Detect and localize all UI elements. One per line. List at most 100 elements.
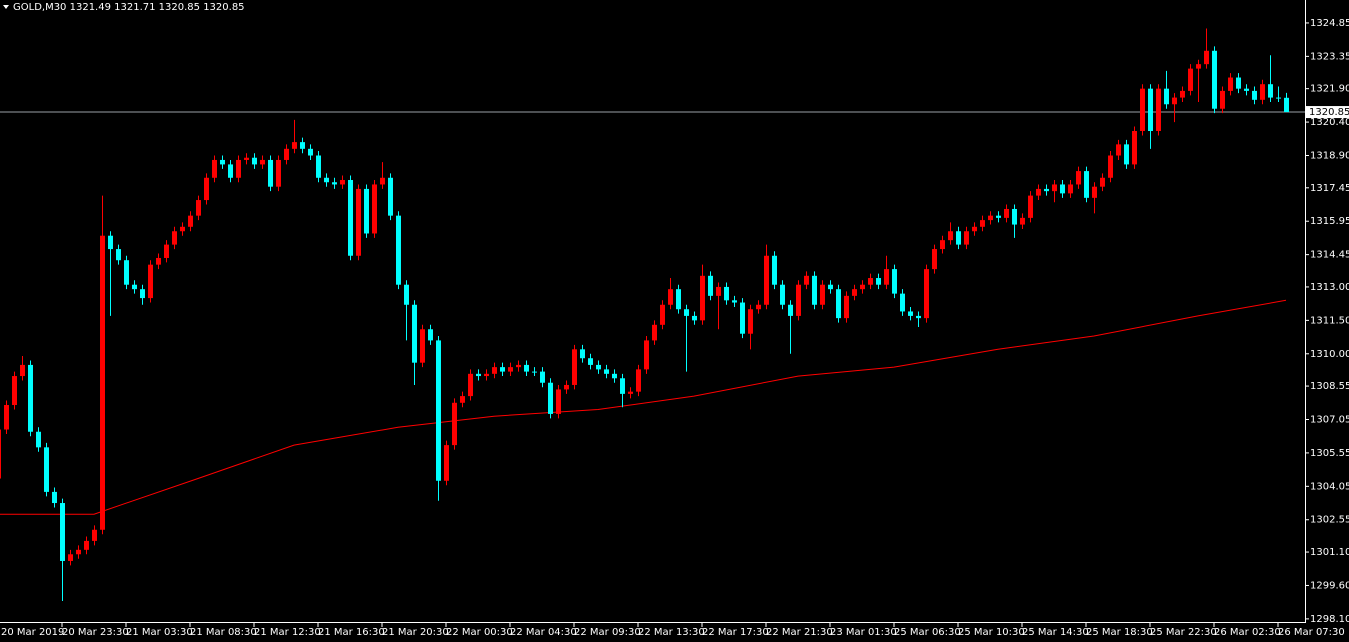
candle-body [164,244,169,258]
candle-body [788,304,793,316]
candle-body [700,275,705,321]
chart-title: GOLD,M30 1321.49 1321.71 1320.85 1320.85 [13,2,245,13]
candle-body [324,177,329,183]
candle-body [708,275,713,296]
candle-body [252,157,257,165]
candle-body [284,148,289,160]
candle-body [1044,188,1049,192]
candle-body [188,215,193,227]
candle-body [372,184,377,234]
candle-body [196,200,201,216]
candle-body [1012,208,1017,225]
candle-body [940,240,945,250]
candle-body [1028,195,1033,218]
candle-body [604,369,609,374]
price-label-box [1306,106,1349,119]
candle-body [532,371,537,373]
candle-body [964,231,969,245]
candle-body [1276,97,1281,99]
candle-body [548,382,553,414]
candle-body [692,315,697,321]
candle-body [748,309,753,334]
candle-body [844,295,849,319]
price-label: 1320.85 [1309,107,1349,118]
candle-body [444,445,449,481]
y-tick-label: 1305.55 [1310,448,1349,459]
y-tick-label: 1311.50 [1310,315,1349,326]
x-tick-label: 25 Mar 10:30 [958,627,1025,638]
candle-body [156,257,161,265]
candle-body [596,364,601,370]
candle-body [84,540,89,550]
plot-area [0,28,1305,602]
candle-body [956,231,961,245]
candle-body [132,284,137,290]
candle-body [60,503,65,561]
x-tick-label: 21 Mar 08:30 [190,627,257,638]
candle-body [452,402,457,446]
x-tick-label: 25 Mar 22:30 [1150,627,1217,638]
candle-body [388,177,393,216]
candle-body [268,159,273,187]
candle-body [612,373,617,379]
y-tick-label: 1298.10 [1310,614,1349,625]
candle-body [1156,88,1161,131]
x-tick-label: 22 Mar 21:30 [766,627,833,638]
candle-body [0,429,1,479]
candle-body [1004,208,1009,218]
candle-body [1092,186,1097,198]
candle-body [28,364,33,432]
candle-body [1084,171,1089,198]
candle-body [716,286,721,296]
moving-average [0,299,1287,515]
candle-body [204,177,209,201]
candle-body [508,367,513,372]
y-tick-label: 1302.55 [1310,515,1349,526]
candle-body [836,289,841,319]
candle-body [108,235,113,250]
candle-body [588,358,593,365]
candle-body [276,159,281,187]
x-tick-label: 22 Mar 13:30 [638,627,705,638]
candle-body [244,157,249,160]
candle-body [140,289,145,299]
candle-body [876,278,881,285]
candle-body [356,188,361,256]
candle-body [1244,88,1249,91]
candle-body [292,142,297,149]
menu-triangle[interactable] [3,5,9,9]
y-tick-label: 1324.85 [1310,18,1349,29]
candle-body [924,269,929,319]
candle-body [772,255,777,285]
candle-body [900,293,905,312]
candle-body [300,142,305,149]
x-tick-label: 20 Mar 23:30 [62,627,129,638]
candle-body [492,367,497,374]
candle-body [396,215,401,285]
candle-body [684,309,689,316]
candle-body [780,284,785,305]
candle-body [20,364,25,377]
candle-body [1068,184,1073,194]
candle-body [668,289,673,305]
candle-body [524,364,529,372]
x-tick-label: 21 Mar 16:30 [318,627,385,638]
x-tick-label: 26 Mar 02:30 [1214,627,1281,638]
y-tick-label: 1299.60 [1310,580,1349,591]
candle-body [348,180,353,256]
x-tick-label: 22 Mar 09:30 [574,627,641,638]
candle-body [756,304,761,310]
y-tick-label: 1323.35 [1310,51,1349,62]
candle-body [124,260,129,285]
candle-body [1236,77,1241,89]
candle-body [972,226,977,232]
candle-body [868,278,873,285]
candle-body [636,369,641,392]
candle-body [1212,50,1217,109]
candle-body [804,275,809,285]
candle-body [412,304,417,363]
candle-body [1132,130,1137,165]
y-tick-label: 1307.05 [1310,414,1349,425]
candle-body [1196,64,1201,69]
candle-body [4,405,9,430]
